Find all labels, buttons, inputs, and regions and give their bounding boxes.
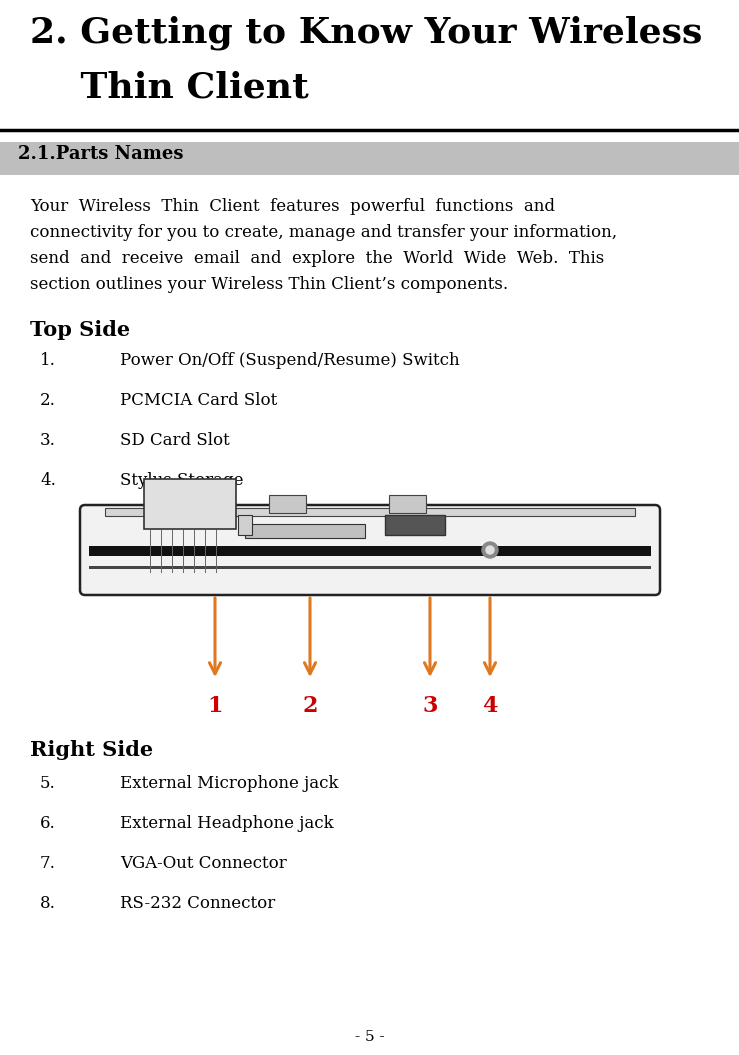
- FancyBboxPatch shape: [385, 515, 445, 535]
- Text: PCMCIA Card Slot: PCMCIA Card Slot: [120, 392, 277, 409]
- Bar: [89, 546, 651, 556]
- Text: 6.: 6.: [40, 816, 55, 832]
- Text: Your  Wireless  Thin  Client  features  powerful  functions  and: Your Wireless Thin Client features power…: [30, 198, 555, 215]
- FancyBboxPatch shape: [245, 524, 365, 538]
- Text: Power On/Off (Suspend/Resume) Switch: Power On/Off (Suspend/Resume) Switch: [120, 352, 460, 369]
- Text: 8.: 8.: [40, 895, 56, 912]
- Text: 2.1.Parts Names: 2.1.Parts Names: [18, 145, 183, 164]
- Text: Stylus Storage: Stylus Storage: [120, 472, 243, 490]
- Text: 2. Getting to Know Your Wireless: 2. Getting to Know Your Wireless: [30, 15, 702, 50]
- Text: VGA-Out Connector: VGA-Out Connector: [120, 855, 287, 872]
- Text: SD Card Slot: SD Card Slot: [120, 431, 230, 449]
- Text: 7.: 7.: [40, 855, 56, 872]
- FancyBboxPatch shape: [80, 505, 660, 595]
- Text: 2: 2: [302, 695, 318, 717]
- FancyBboxPatch shape: [269, 495, 306, 513]
- Text: 1.: 1.: [40, 352, 56, 369]
- FancyBboxPatch shape: [144, 479, 236, 529]
- FancyBboxPatch shape: [238, 515, 252, 535]
- FancyBboxPatch shape: [389, 495, 426, 513]
- Circle shape: [486, 546, 494, 554]
- Text: section outlines your Wireless Thin Client’s components.: section outlines your Wireless Thin Clie…: [30, 276, 508, 293]
- Text: Right Side: Right Side: [30, 740, 153, 760]
- Bar: [89, 565, 651, 569]
- Text: - 5 -: - 5 -: [355, 1030, 384, 1044]
- Text: 5.: 5.: [40, 775, 55, 792]
- Text: 3.: 3.: [40, 431, 56, 449]
- Circle shape: [482, 542, 498, 558]
- Bar: [105, 509, 635, 516]
- Bar: [0, 142, 739, 175]
- Text: Top Side: Top Side: [30, 320, 130, 340]
- Text: External Headphone jack: External Headphone jack: [120, 816, 333, 832]
- Text: 3: 3: [422, 695, 437, 717]
- Text: 1: 1: [207, 695, 222, 717]
- Text: 4: 4: [483, 695, 497, 717]
- Text: connectivity for you to create, manage and transfer your information,: connectivity for you to create, manage a…: [30, 224, 617, 241]
- Text: RS-232 Connector: RS-232 Connector: [120, 895, 275, 912]
- Text: 2.: 2.: [40, 392, 56, 409]
- Text: Thin Client: Thin Client: [30, 70, 309, 104]
- Text: 4.: 4.: [40, 472, 56, 490]
- Text: send  and  receive  email  and  explore  the  World  Wide  Web.  This: send and receive email and explore the W…: [30, 250, 605, 267]
- Text: External Microphone jack: External Microphone jack: [120, 775, 338, 792]
